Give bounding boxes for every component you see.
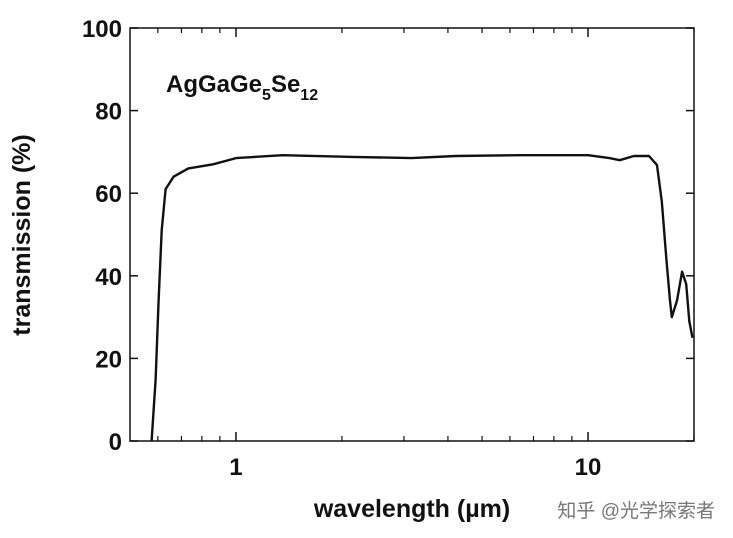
y-tick-label: 60 (95, 181, 122, 208)
y-tick-label: 100 (82, 16, 122, 43)
y-tick-label: 80 (95, 99, 122, 126)
x-tick-label: 10 (575, 454, 602, 481)
watermark: 知乎 @光学探索者 (557, 500, 715, 522)
plot-frame (129, 27, 695, 442)
y-tick-label: 0 (109, 429, 122, 456)
x-axis-label: wavelength (µm) (313, 495, 510, 523)
y-axis-label: transmission (%) (8, 134, 36, 335)
data-line (150, 154, 694, 442)
x-tick-label: 1 (229, 454, 242, 481)
y-tick-label: 40 (95, 264, 122, 291)
annotation: AgGaGe5Se12 (166, 71, 318, 104)
y-tick-label: 20 (95, 346, 122, 373)
